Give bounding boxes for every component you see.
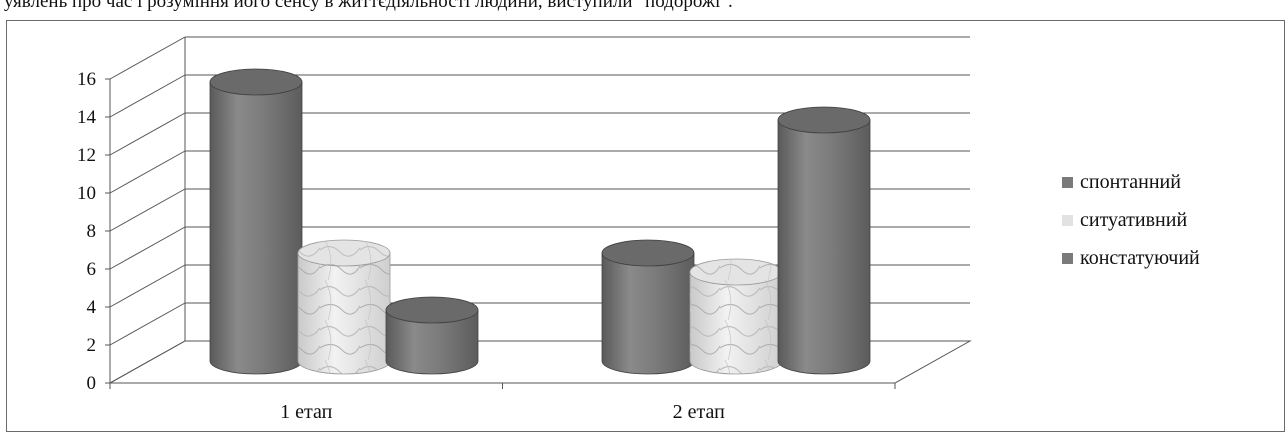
bar-texture bbox=[690, 272, 782, 374]
bar-top bbox=[209, 68, 303, 96]
grid-diagonal bbox=[109, 36, 186, 80]
bar bbox=[777, 106, 871, 375]
y-tick-label: 2 bbox=[87, 335, 97, 356]
legend-label: констатуючий bbox=[1080, 247, 1200, 269]
legend-swatch bbox=[1062, 215, 1073, 226]
bar-top bbox=[601, 239, 695, 267]
bar-body bbox=[209, 81, 303, 375]
top-text-fragment: уявлень про час і розуміння його сенсу в… bbox=[4, 0, 733, 12]
y-tick-label: 8 bbox=[87, 221, 97, 242]
legend-label: спонтанний bbox=[1080, 171, 1181, 193]
y-tick-label: 16 bbox=[77, 69, 96, 90]
x-tick-label: 2 етап bbox=[673, 401, 725, 423]
bar bbox=[297, 239, 391, 375]
bar-body bbox=[385, 309, 479, 375]
chart-legend: спонтанний ситуативний констатуючий bbox=[1062, 171, 1200, 269]
y-tick-label: 12 bbox=[77, 145, 96, 166]
grid-diagonal bbox=[109, 264, 186, 308]
grid-diagonal bbox=[109, 112, 186, 156]
y-tick-label: 10 bbox=[77, 183, 96, 204]
y-tick-label: 14 bbox=[77, 107, 97, 128]
grid-diagonal bbox=[109, 74, 186, 118]
grid-diagonal bbox=[109, 188, 186, 232]
bar-texture bbox=[298, 253, 390, 374]
bar-body bbox=[777, 119, 871, 375]
x-tick-label: 1 етап bbox=[280, 401, 332, 423]
bar-top-texture bbox=[298, 240, 390, 266]
bar-body bbox=[601, 252, 695, 375]
bar bbox=[689, 258, 783, 375]
grid-diagonal bbox=[109, 150, 186, 194]
grid-diagonal bbox=[109, 340, 186, 384]
legend-swatch bbox=[1062, 177, 1073, 188]
y-tick-label: 4 bbox=[87, 297, 97, 318]
bar-top bbox=[777, 106, 871, 134]
grid-diagonal bbox=[109, 226, 186, 270]
bar-top-texture bbox=[690, 259, 782, 285]
y-tick-label: 0 bbox=[87, 373, 97, 394]
legend-label: ситуативний bbox=[1080, 209, 1187, 231]
legend-swatch bbox=[1062, 253, 1073, 264]
bar bbox=[209, 68, 303, 375]
y-tick-label: 6 bbox=[87, 259, 97, 280]
bar-top bbox=[385, 296, 479, 324]
chart-frame bbox=[6, 20, 1285, 432]
grid-diagonal bbox=[109, 302, 186, 346]
bar bbox=[385, 296, 479, 375]
bar bbox=[601, 239, 695, 375]
chart-bars bbox=[209, 68, 871, 375]
